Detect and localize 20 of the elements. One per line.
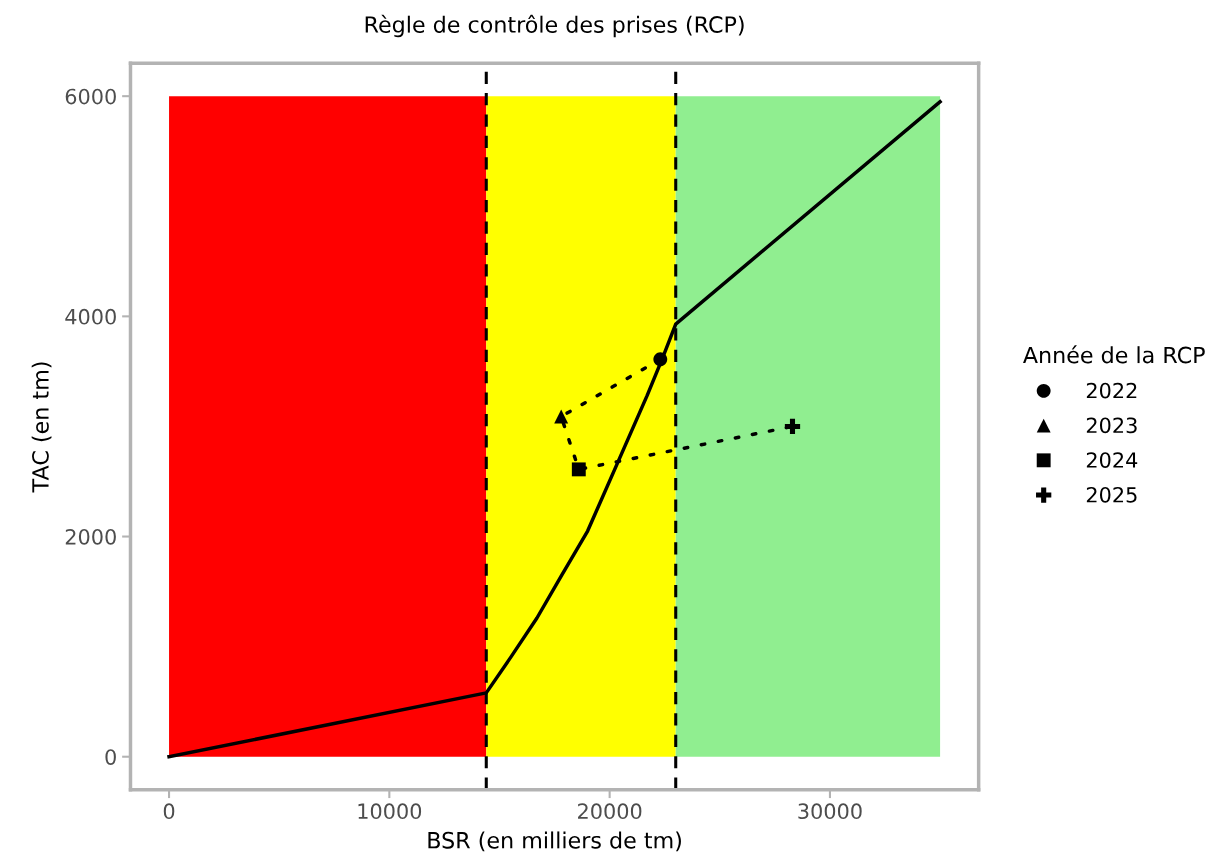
y-tick-label: 6000 [65, 88, 116, 105]
point [784, 418, 801, 435]
y-tick-label: 0 [105, 749, 116, 765]
legend-label: 2023 [1086, 417, 1137, 434]
y-tick-label: 2000 [65, 528, 116, 545]
legend-label: 2024 [1086, 452, 1138, 468]
y-tick-label: 4000 [65, 308, 116, 325]
legend-title: Année de la RCP [1023, 345, 1205, 364]
x-axis-title: BSR (en milliers de tm) [428, 831, 681, 852]
chart-title: Règle de contrôle des prises (RCP) [365, 14, 744, 38]
point [554, 409, 569, 424]
x-tick-label: 20000 [578, 803, 642, 820]
point [653, 352, 668, 367]
x-tick-label: 0 [163, 803, 175, 820]
x-tick-label: 10000 [358, 803, 422, 820]
legend-label: 2022 [1086, 382, 1137, 399]
legend-label: 2025 [1086, 486, 1137, 503]
x-tick-label: 30000 [798, 803, 862, 820]
y-axis-title: TAC (en tm) [31, 362, 52, 493]
point [571, 462, 586, 477]
